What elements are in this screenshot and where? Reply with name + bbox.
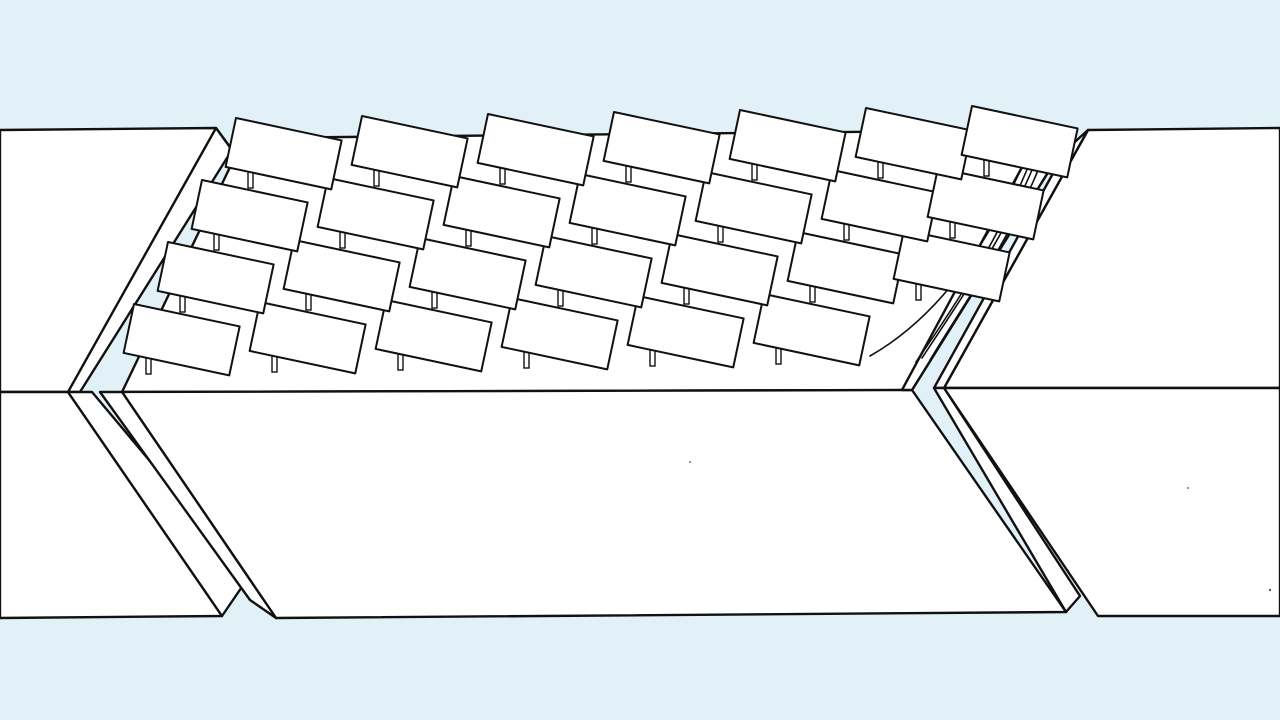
- solar-panel: [626, 295, 745, 369]
- solar-panel: [960, 105, 1079, 179]
- solar-panel: [374, 299, 493, 373]
- solar-panel: [190, 179, 309, 253]
- solar-panel: [786, 231, 905, 305]
- speck: [689, 461, 691, 463]
- solar-panel: [602, 111, 721, 185]
- solar-panel: [534, 235, 653, 309]
- solar-panel: [568, 173, 687, 247]
- solar-panel: [728, 109, 847, 183]
- solar-panel: [248, 301, 367, 375]
- solar-panel: [820, 169, 939, 243]
- solar-panel: [892, 229, 1011, 303]
- solar-panel: [282, 239, 401, 313]
- right-lower-block: [942, 386, 1280, 618]
- solar-panel: [442, 175, 561, 249]
- solar-panel: [500, 297, 619, 371]
- solar-panel: [476, 113, 595, 187]
- left-notch-face: [66, 390, 250, 618]
- center-front-face: [120, 388, 1068, 620]
- solar-panel: [660, 233, 779, 307]
- solar-panel: [122, 303, 241, 377]
- solar-panel: [350, 115, 469, 189]
- solar-panel: [854, 107, 973, 181]
- speck: [1268, 588, 1272, 592]
- solar-panel: [926, 167, 1045, 241]
- solar-panel-array: [122, 105, 1079, 377]
- speck: [1187, 487, 1189, 489]
- solar-panel: [752, 293, 871, 367]
- solar-panel: [316, 177, 435, 251]
- solar-panel: [224, 117, 343, 191]
- solar-panel: [694, 171, 813, 245]
- right-notch-face: [932, 386, 1082, 614]
- solar-panel: [408, 237, 527, 311]
- center-left-notch: [98, 390, 278, 620]
- solar-panel: [156, 241, 275, 315]
